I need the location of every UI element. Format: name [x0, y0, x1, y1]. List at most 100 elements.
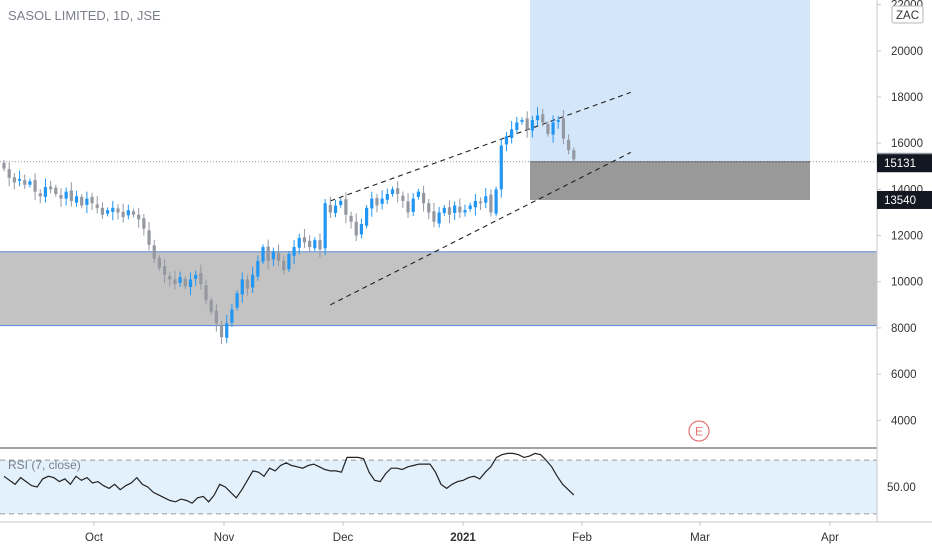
rsi-band: [0, 460, 877, 514]
candle-body: [427, 203, 431, 213]
time-tick-label: Feb: [572, 532, 592, 544]
candle: [33, 173, 37, 200]
candle-body: [256, 260, 260, 277]
candle: [328, 196, 332, 218]
candle-body: [85, 198, 89, 205]
candle: [137, 207, 141, 228]
candle-body: [359, 224, 364, 235]
candle-body: [142, 218, 146, 229]
price-tag-box: [877, 190, 932, 209]
candle: [442, 205, 446, 216]
candle-body: [504, 136, 509, 145]
candle: [225, 314, 229, 344]
candle-body: [541, 114, 545, 123]
candle: [74, 190, 79, 207]
candle: [411, 193, 415, 217]
candle: [339, 198, 343, 208]
candle: [126, 204, 130, 220]
candle: [162, 259, 167, 284]
candle: [245, 275, 250, 296]
event-marker-circle: [688, 420, 710, 442]
price-tag-label: 13540: [884, 195, 916, 207]
candle: [111, 200, 115, 221]
candle: [199, 264, 203, 290]
candle: [287, 251, 291, 272]
price-tick-label: 20000: [891, 46, 923, 58]
candle: [95, 196, 99, 214]
candle-body: [510, 129, 514, 138]
candle-body: [489, 194, 493, 213]
candle: [188, 272, 193, 296]
candle: [458, 198, 462, 218]
position-stop-area: [530, 161, 810, 200]
rsi-line: [3, 452, 575, 504]
candle: [2, 160, 6, 172]
candle-body: [69, 190, 73, 201]
candle: [359, 218, 364, 239]
candle: [209, 297, 213, 315]
candle: [546, 121, 550, 137]
candle: [308, 235, 312, 252]
candle: [80, 194, 84, 209]
candle: [313, 237, 317, 252]
candle: [344, 192, 348, 224]
candle-body: [235, 293, 239, 308]
candle: [323, 199, 327, 256]
candle: [561, 110, 566, 145]
candle: [43, 178, 48, 203]
candle-body: [447, 207, 452, 215]
candle: [468, 202, 472, 212]
candle: [28, 178, 32, 188]
candle: [515, 116, 519, 135]
candle-body: [556, 120, 560, 122]
candle-body: [494, 189, 498, 214]
candle: [525, 111, 529, 138]
candle-body: [349, 215, 353, 222]
candle-body: [401, 195, 405, 201]
candle: [349, 211, 353, 229]
candle-body: [90, 196, 94, 204]
candle: [380, 190, 384, 210]
candle: [535, 107, 540, 126]
candle: [251, 266, 255, 294]
candle-body: [375, 198, 379, 206]
candle-body: [2, 162, 6, 169]
candle: [271, 247, 275, 267]
candle: [23, 174, 27, 189]
candle-body: [463, 210, 467, 213]
price-tag-label: 15131: [884, 158, 916, 170]
candle-body: [530, 120, 534, 131]
candle-body: [95, 204, 99, 208]
candle: [572, 147, 576, 163]
candle: [152, 239, 156, 263]
candle: [121, 203, 125, 223]
candle: [370, 191, 374, 217]
candle-body: [152, 245, 156, 259]
candle-body: [468, 205, 472, 209]
candle: [541, 108, 545, 127]
candle-body: [453, 205, 457, 214]
candle: [478, 197, 483, 211]
candle-body: [100, 207, 105, 215]
candle: [131, 208, 136, 218]
price-tick-label: 8000: [891, 323, 917, 335]
candle-body: [17, 178, 22, 181]
candle-body: [157, 258, 161, 268]
candle-body: [183, 278, 187, 287]
candle-body: [131, 211, 136, 215]
candle: [178, 271, 182, 288]
candle-body: [276, 252, 281, 261]
candle: [504, 132, 509, 152]
candle-body: [230, 309, 234, 323]
candle-body: [23, 180, 27, 185]
candle: [463, 204, 467, 217]
candle: [447, 200, 452, 224]
candle: [64, 187, 68, 206]
candle: [484, 187, 488, 209]
time-tick-label: Nov: [214, 532, 235, 544]
candle: [214, 303, 218, 332]
candle-body: [194, 274, 198, 279]
candle: [401, 191, 405, 208]
